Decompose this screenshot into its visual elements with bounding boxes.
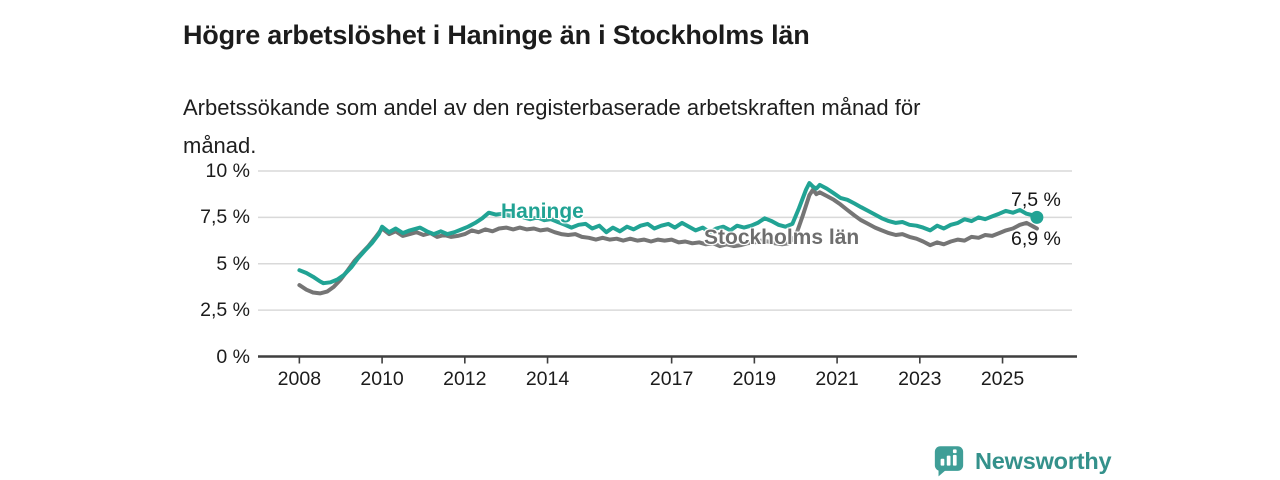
newsworthy-wordmark: Newsworthy bbox=[975, 447, 1112, 474]
chart-title: Högre arbetslöshet i Haninge än i Stockh… bbox=[183, 20, 810, 51]
y-tick-label: 0 % bbox=[216, 345, 250, 368]
x-tick-label: 2010 bbox=[360, 367, 404, 390]
end-value-label-haninge: 7,5 % bbox=[1011, 189, 1061, 211]
newsworthy-bar-chart-icon bbox=[934, 446, 964, 477]
y-tick-label: 5 % bbox=[216, 252, 250, 275]
newsworthy-logo: Newsworthy bbox=[933, 445, 1112, 477]
series-line-haninge bbox=[297, 181, 1039, 286]
y-tick-label: 7,5 % bbox=[200, 206, 250, 229]
latest-value-dot bbox=[1030, 210, 1044, 224]
x-tick-label: 2012 bbox=[443, 367, 487, 390]
series-line-stockholms-l-n bbox=[297, 187, 1039, 296]
x-tick-label: 2021 bbox=[815, 367, 859, 390]
x-tick-label: 2023 bbox=[898, 367, 942, 390]
y-tick-label: 10 % bbox=[205, 160, 250, 182]
x-tick-label: 2014 bbox=[525, 367, 570, 390]
x-tick-label: 2008 bbox=[277, 367, 322, 390]
x-tick-label: 2025 bbox=[980, 367, 1025, 390]
x-tick-label: 2017 bbox=[649, 367, 694, 390]
x-tick-label: 2019 bbox=[732, 367, 777, 390]
series-label-stockholms-lan: Stockholms län bbox=[704, 226, 860, 249]
y-tick-label: 2,5 % bbox=[200, 299, 250, 322]
chart-subtitle: Arbetssökande som andel av den registerb… bbox=[183, 89, 920, 165]
chart-subtitle-line2: månad. bbox=[183, 133, 257, 158]
end-value-label-stockholms-lan: 6,9 % bbox=[1011, 228, 1061, 250]
series-label-haninge: Haninge bbox=[501, 200, 584, 223]
chart-subtitle-line1: Arbetssökande som andel av den registerb… bbox=[183, 95, 921, 120]
